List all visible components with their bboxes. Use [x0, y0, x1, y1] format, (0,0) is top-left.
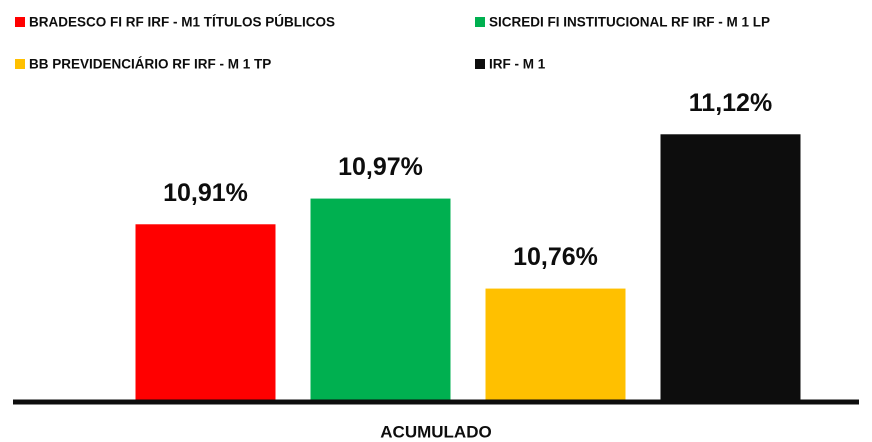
bar	[135, 224, 276, 400]
legend-label: SICREDI FI INSTITUCIONAL RF IRF - M 1 LP	[489, 15, 770, 30]
x-tick-label: ACUMULADO	[380, 422, 491, 441]
legend-swatch	[475, 59, 485, 69]
legend-swatch	[15, 59, 25, 69]
legend-label: BB PREVIDENCIÁRIO RF IRF - M 1 TP	[29, 57, 271, 72]
bar	[310, 198, 451, 400]
legend-label: BRADESCO FI RF IRF - M1 TÍTULOS PÚBLICOS	[29, 15, 335, 30]
legend-label: IRF - M 1	[489, 57, 546, 72]
legend-swatch	[475, 17, 485, 27]
data-label: 11,12%	[689, 89, 772, 117]
data-label: 10,76%	[513, 243, 598, 271]
bar	[485, 288, 626, 400]
legend-swatch	[15, 17, 25, 27]
bar	[660, 134, 801, 401]
data-label: 10,97%	[338, 153, 423, 181]
data-label: 10,91%	[163, 179, 248, 207]
